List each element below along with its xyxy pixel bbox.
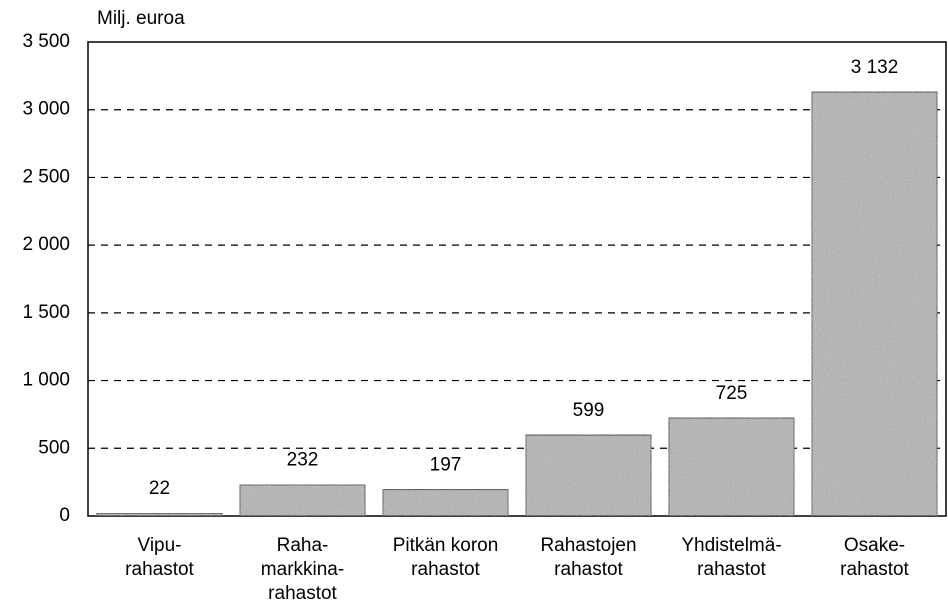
value-label: 197	[430, 454, 462, 475]
x-tick-label: Pitkän koron rahastot	[393, 535, 499, 580]
bar	[238, 483, 367, 517]
y-tick-label: 500	[38, 437, 70, 458]
x-tick-label: Raha-markkina-rahastot	[261, 535, 344, 604]
value-label: 3 132	[851, 57, 899, 78]
y-tick-label: 1 500	[22, 302, 70, 323]
x-tick-label-line: markkina-	[261, 559, 344, 580]
x-tick-label-line: rahastot	[554, 559, 623, 580]
y-tick-label: 2 500	[22, 166, 70, 187]
x-tick-label-line: Yhdistelmä-	[681, 535, 781, 556]
bar	[381, 488, 510, 517]
value-label: 22	[149, 478, 170, 499]
x-tick-label-line: Pitkän koron	[393, 535, 499, 556]
y-tick-label: 1 000	[22, 370, 70, 391]
value-label: 232	[287, 450, 319, 471]
x-tick-label-line: Rahastojen	[540, 535, 636, 556]
x-tick-label-line: rahastot	[840, 559, 909, 580]
x-tick-label-line: rahastot	[125, 559, 194, 580]
x-tick-label-line: Vipu-	[137, 535, 181, 556]
x-tick-label-line: rahastot	[411, 559, 480, 580]
bar	[810, 91, 939, 517]
x-tick-label: Vipu-rahastot	[125, 535, 194, 580]
bar	[524, 434, 653, 517]
x-tick-label-line: rahastot	[697, 559, 766, 580]
y-tick-label: 3 000	[22, 99, 70, 120]
y-tick-label: 3 500	[22, 31, 70, 52]
plot-frame	[87, 41, 947, 517]
value-label: 599	[573, 400, 605, 421]
x-tick-label: Osake-rahastot	[840, 535, 909, 580]
x-tick-label-line: Osake-	[844, 535, 905, 556]
x-tick-label: Rahastojen rahastot	[540, 535, 636, 580]
y-axis-label: Milj. euroa	[97, 8, 185, 29]
value-label: 725	[716, 383, 748, 404]
bar	[95, 512, 224, 517]
x-tick-label: Yhdistelmä-rahastot	[681, 535, 781, 580]
x-tick-label-line: rahastot	[268, 583, 337, 604]
x-tick-label-line: Raha-	[277, 535, 329, 556]
y-tick-label: 2 000	[22, 234, 70, 255]
bar	[667, 417, 796, 517]
y-tick-label: 0	[59, 505, 70, 526]
